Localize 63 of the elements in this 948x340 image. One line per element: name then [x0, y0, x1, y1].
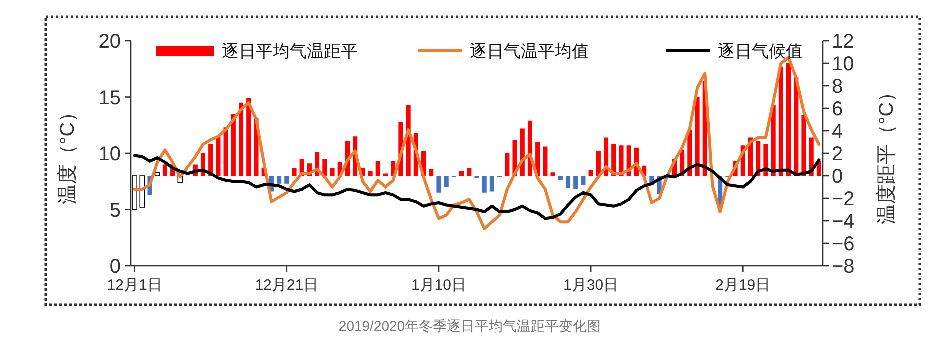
bar: [238, 102, 244, 176]
y-tick-label: 0: [110, 256, 121, 278]
y2-tick-label: −4: [832, 211, 855, 233]
x-tick-label: 2月19日: [716, 277, 771, 294]
bar: [558, 176, 563, 180]
y-tick-label: 20: [98, 31, 121, 53]
y2-tick-label: 10: [832, 54, 854, 76]
x-tick-label: 12月1日: [107, 277, 162, 294]
bar: [436, 176, 442, 193]
y2-tick-label: −6: [832, 234, 855, 256]
y2-tick-label: 0: [832, 166, 844, 188]
legend-label: 逐日气温平均值: [470, 42, 589, 61]
text: 2019/2020年冬季逐日平均气温距平变化图: [338, 318, 602, 334]
y2-tick-label: 6: [832, 98, 844, 120]
bar: [216, 136, 221, 176]
y2-tick-label: −2: [832, 188, 855, 210]
bar: [429, 169, 434, 176]
bar: [802, 115, 806, 176]
y-tick-label: 10: [98, 144, 121, 166]
bar: [460, 172, 464, 176]
bar: [543, 146, 548, 176]
bar: [231, 114, 236, 176]
bar: [588, 170, 594, 176]
bar: [284, 176, 290, 184]
bar: [566, 176, 571, 188]
x-tick-label: 12月21日: [255, 277, 319, 294]
bar: [246, 98, 252, 176]
legend-label: 逐日气候值: [718, 42, 803, 61]
y-tick-label: 5: [110, 200, 121, 222]
bar: [596, 151, 601, 176]
bar: [162, 164, 168, 176]
y2-axis-title: 温度距平（°C）: [876, 82, 898, 225]
y2-tick-label: 8: [832, 76, 844, 98]
y2-tick-label: −8: [832, 256, 855, 278]
y-axis-title: 温度（°C）: [57, 102, 79, 205]
bar: [581, 176, 586, 185]
bar: [482, 176, 487, 193]
bar: [224, 128, 228, 176]
bar: [505, 154, 510, 176]
bar: [490, 176, 494, 192]
bar: [376, 161, 380, 176]
y-tick-label: 15: [98, 87, 121, 110]
bar: [292, 168, 297, 176]
x-tick-label: 1月30日: [564, 277, 619, 294]
bar: [574, 176, 578, 190]
bar: [368, 172, 373, 176]
legend-label: 逐日平均气温距平: [222, 42, 358, 61]
bar: [778, 66, 784, 176]
bar: [786, 64, 792, 176]
line-series: [133, 154, 821, 220]
bar: [322, 159, 328, 176]
x-tick-label: 1月10日: [411, 277, 466, 294]
bar: [695, 97, 700, 176]
y2-tick-label: 4: [832, 121, 844, 143]
bar: [154, 172, 160, 176]
bar: [467, 168, 472, 176]
y2-tick-label: 12: [832, 31, 854, 53]
y2-tick-label: 2: [832, 144, 844, 166]
bar: [132, 176, 138, 210]
bar: [550, 172, 556, 176]
bar: [330, 168, 335, 176]
bar: [444, 176, 449, 188]
bar: [277, 176, 282, 184]
